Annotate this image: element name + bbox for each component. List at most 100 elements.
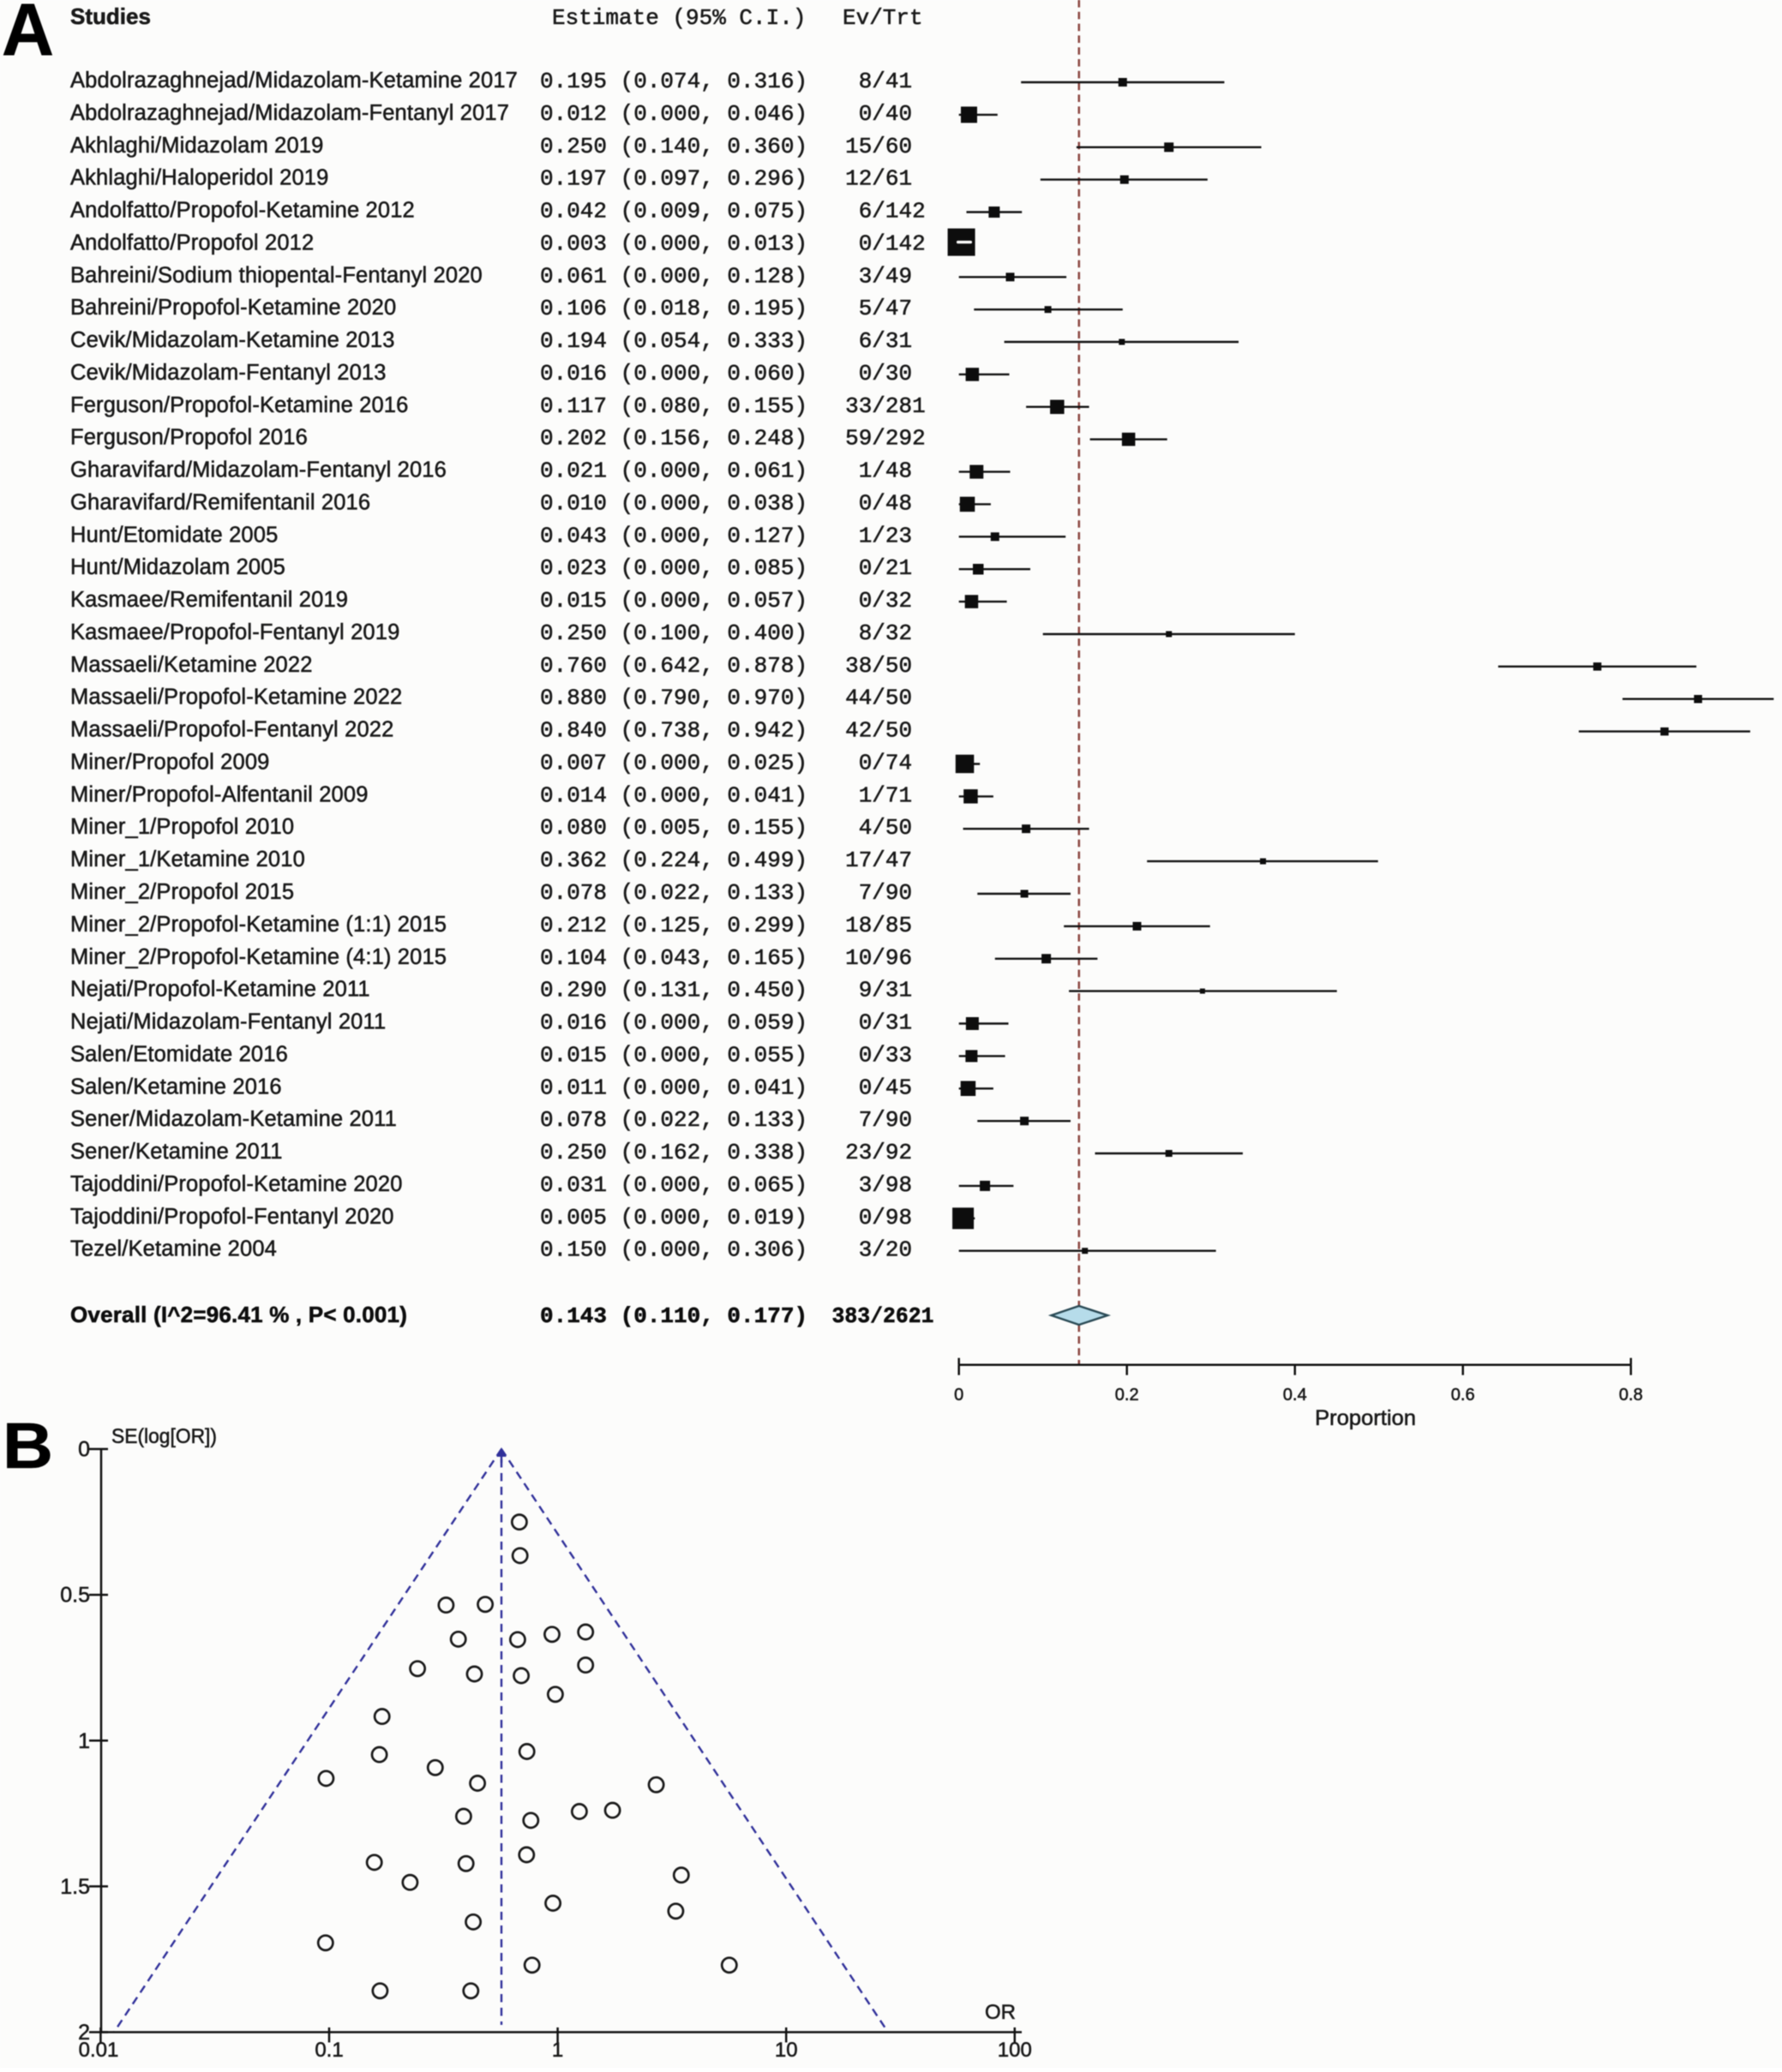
svg-text:Ev/Trt: Ev/Trt bbox=[843, 5, 923, 31]
svg-text:Andolfatto/Propofol 2012: Andolfatto/Propofol 2012 bbox=[70, 231, 314, 255]
svg-text:0/33: 0/33 bbox=[832, 1042, 913, 1068]
svg-text:Nejati/Midazolam-Fentanyl 2011: Nejati/Midazolam-Fentanyl 2011 bbox=[70, 1010, 386, 1034]
svg-text:0.078 (0.022, 0.133): 0.078 (0.022, 0.133) bbox=[540, 880, 807, 906]
svg-text:A: A bbox=[2, 0, 54, 71]
svg-text:SE(log[OR]): SE(log[OR]) bbox=[111, 1425, 217, 1448]
svg-text:1: 1 bbox=[78, 1729, 90, 1753]
svg-text:1.5: 1.5 bbox=[60, 1875, 90, 1899]
svg-text:0.005 (0.000, 0.019): 0.005 (0.000, 0.019) bbox=[540, 1205, 807, 1231]
svg-text:0/21: 0/21 bbox=[832, 555, 913, 581]
svg-text:59/292: 59/292 bbox=[832, 426, 926, 452]
svg-text:Kasmaee/Propofol-Fentanyl 2019: Kasmaee/Propofol-Fentanyl 2019 bbox=[70, 620, 399, 644]
svg-text:0/48: 0/48 bbox=[832, 490, 913, 516]
svg-text:100: 100 bbox=[998, 2039, 1032, 2062]
svg-text:0.194 (0.054, 0.333): 0.194 (0.054, 0.333) bbox=[540, 328, 807, 354]
svg-text:0.290 (0.131, 0.450): 0.290 (0.131, 0.450) bbox=[540, 978, 807, 1003]
svg-text:Miner_2/Propofol-Ketamine (1:1: Miner_2/Propofol-Ketamine (1:1) 2015 bbox=[70, 913, 447, 937]
svg-text:Sener/Ketamine 2011: Sener/Ketamine 2011 bbox=[70, 1140, 283, 1164]
svg-text:Salen/Ketamine 2016: Salen/Ketamine 2016 bbox=[70, 1075, 282, 1099]
svg-text:0.5: 0.5 bbox=[60, 1584, 90, 1608]
svg-text:Tajoddini/Propofol-Ketamine 20: Tajoddini/Propofol-Ketamine 2020 bbox=[70, 1172, 403, 1196]
svg-text:0.014 (0.000, 0.041): 0.014 (0.000, 0.041) bbox=[540, 782, 807, 808]
svg-text:Bahreini/Propofol-Ketamine 202: Bahreini/Propofol-Ketamine 2020 bbox=[70, 296, 396, 320]
svg-text:0.016 (0.000, 0.060): 0.016 (0.000, 0.060) bbox=[540, 361, 807, 386]
svg-text:9/31: 9/31 bbox=[832, 978, 913, 1003]
svg-text:0/32: 0/32 bbox=[832, 588, 913, 614]
svg-text:1: 1 bbox=[552, 2039, 563, 2062]
svg-text:Akhlaghi/Midazolam 2019: Akhlaghi/Midazolam 2019 bbox=[70, 134, 323, 158]
svg-text:0.202 (0.156, 0.248): 0.202 (0.156, 0.248) bbox=[540, 426, 807, 452]
svg-text:0.007 (0.000, 0.025): 0.007 (0.000, 0.025) bbox=[540, 751, 807, 776]
svg-text:0.880 (0.790, 0.970): 0.880 (0.790, 0.970) bbox=[540, 686, 807, 711]
svg-text:0/45: 0/45 bbox=[832, 1075, 913, 1100]
svg-text:0/98: 0/98 bbox=[832, 1205, 913, 1231]
svg-text:0.01: 0.01 bbox=[79, 2039, 119, 2062]
svg-text:383/2621: 383/2621 bbox=[832, 1303, 934, 1329]
svg-text:0.250 (0.100, 0.400): 0.250 (0.100, 0.400) bbox=[540, 620, 807, 646]
svg-text:Cevik/Midazolam-Ketamine 2013: Cevik/Midazolam-Ketamine 2013 bbox=[70, 328, 395, 352]
svg-text:0.015 (0.000, 0.057): 0.015 (0.000, 0.057) bbox=[540, 588, 807, 614]
svg-text:1/48: 1/48 bbox=[832, 458, 913, 484]
svg-text:4/50: 4/50 bbox=[832, 815, 913, 841]
svg-text:6/142: 6/142 bbox=[832, 199, 926, 225]
svg-text:Bahreini/Sodium thiopental-Fen: Bahreini/Sodium thiopental-Fentanyl 2020 bbox=[70, 263, 483, 287]
svg-text:0.104 (0.043, 0.165): 0.104 (0.043, 0.165) bbox=[540, 945, 807, 971]
svg-text:B: B bbox=[3, 1410, 53, 1482]
svg-text:3/49: 3/49 bbox=[832, 263, 913, 289]
svg-text:0.042 (0.009, 0.075): 0.042 (0.009, 0.075) bbox=[540, 199, 807, 225]
svg-text:3/98: 3/98 bbox=[832, 1172, 913, 1198]
svg-text:42/50: 42/50 bbox=[832, 718, 913, 744]
svg-text:1/23: 1/23 bbox=[832, 523, 913, 548]
svg-text:2: 2 bbox=[78, 2021, 90, 2045]
svg-text:Massaeli/Ketamine 2022: Massaeli/Ketamine 2022 bbox=[70, 653, 313, 677]
svg-text:18/85: 18/85 bbox=[832, 913, 913, 938]
svg-text:Abdolrazaghnejad/Midazolam-Ket: Abdolrazaghnejad/Midazolam-Ketamine 2017 bbox=[70, 69, 518, 93]
svg-text:0.4: 0.4 bbox=[1283, 1386, 1307, 1404]
svg-text:Abdolrazaghnejad/Midazolam-Fen: Abdolrazaghnejad/Midazolam-Fentanyl 2017 bbox=[70, 101, 509, 125]
svg-text:Gharavifard/Midazolam-Fentanyl: Gharavifard/Midazolam-Fentanyl 2016 bbox=[70, 458, 447, 482]
svg-text:0.8: 0.8 bbox=[1619, 1386, 1643, 1404]
svg-text:Ferguson/Propofol 2016: Ferguson/Propofol 2016 bbox=[70, 426, 308, 450]
svg-text:0.840 (0.738, 0.942): 0.840 (0.738, 0.942) bbox=[540, 718, 807, 744]
svg-text:Overall (I^2=96.41 % , P< 0.00: Overall (I^2=96.41 % , P< 0.001) bbox=[70, 1302, 407, 1327]
svg-text:Salen/Etomidate 2016: Salen/Etomidate 2016 bbox=[70, 1042, 288, 1066]
svg-text:Miner_1/Propofol 2010: Miner_1/Propofol 2010 bbox=[70, 815, 294, 839]
svg-text:Miner/Propofol 2009: Miner/Propofol 2009 bbox=[70, 751, 270, 775]
svg-text:23/92: 23/92 bbox=[832, 1140, 913, 1165]
svg-text:0: 0 bbox=[78, 1438, 90, 1462]
svg-text:5/47: 5/47 bbox=[832, 296, 913, 321]
svg-text:0.080 (0.005, 0.155): 0.080 (0.005, 0.155) bbox=[540, 815, 807, 841]
svg-text:0.016 (0.000, 0.059): 0.016 (0.000, 0.059) bbox=[540, 1010, 807, 1036]
svg-text:0.106 (0.018, 0.195): 0.106 (0.018, 0.195) bbox=[540, 296, 807, 321]
svg-text:0.143 (0.110, 0.177): 0.143 (0.110, 0.177) bbox=[540, 1303, 807, 1329]
svg-text:0.197 (0.097, 0.296): 0.197 (0.097, 0.296) bbox=[540, 166, 807, 192]
svg-text:0.031 (0.000, 0.065): 0.031 (0.000, 0.065) bbox=[540, 1172, 807, 1198]
svg-text:0.078 (0.022, 0.133): 0.078 (0.022, 0.133) bbox=[540, 1107, 807, 1133]
svg-text:Miner_1/Ketamine 2010: Miner_1/Ketamine 2010 bbox=[70, 847, 305, 871]
svg-text:15/60: 15/60 bbox=[832, 134, 913, 159]
svg-text:Cevik/Midazolam-Fentanyl 2013: Cevik/Midazolam-Fentanyl 2013 bbox=[70, 361, 387, 385]
svg-text:Nejati/Propofol-Ketamine 2011: Nejati/Propofol-Ketamine 2011 bbox=[70, 978, 370, 1002]
svg-text:0.212 (0.125, 0.299): 0.212 (0.125, 0.299) bbox=[540, 913, 807, 938]
svg-text:3/20: 3/20 bbox=[832, 1237, 913, 1263]
svg-text:10: 10 bbox=[775, 2039, 798, 2062]
svg-text:0: 0 bbox=[954, 1386, 963, 1404]
svg-text:8/41: 8/41 bbox=[832, 69, 913, 94]
svg-text:0.023 (0.000, 0.085): 0.023 (0.000, 0.085) bbox=[540, 555, 807, 581]
svg-text:Sener/Midazolam-Ketamine 2011: Sener/Midazolam-Ketamine 2011 bbox=[70, 1107, 397, 1131]
svg-text:7/90: 7/90 bbox=[832, 1107, 913, 1133]
svg-text:Miner_2/Propofol-Ketamine (4:1: Miner_2/Propofol-Ketamine (4:1) 2015 bbox=[70, 945, 447, 969]
svg-text:0.061 (0.000, 0.128): 0.061 (0.000, 0.128) bbox=[540, 263, 807, 289]
svg-text:Akhlaghi/Haloperidol 2019: Akhlaghi/Haloperidol 2019 bbox=[70, 166, 328, 190]
svg-text:0.150 (0.000, 0.306): 0.150 (0.000, 0.306) bbox=[540, 1237, 807, 1263]
svg-text:Studies: Studies bbox=[70, 3, 151, 29]
svg-text:0/142: 0/142 bbox=[832, 231, 926, 256]
svg-text:12/61: 12/61 bbox=[832, 166, 913, 192]
svg-text:Kasmaee/Remifentanil 2019: Kasmaee/Remifentanil 2019 bbox=[70, 588, 348, 612]
svg-text:Massaeli/Propofol-Fentanyl 202: Massaeli/Propofol-Fentanyl 2022 bbox=[70, 718, 393, 742]
svg-text:6/31: 6/31 bbox=[832, 328, 913, 354]
svg-text:0/30: 0/30 bbox=[832, 361, 913, 386]
svg-text:0/74: 0/74 bbox=[832, 751, 913, 776]
svg-text:Estimate (95% C.I.): Estimate (95% C.I.) bbox=[552, 5, 806, 31]
svg-text:0.010 (0.000, 0.038): 0.010 (0.000, 0.038) bbox=[540, 490, 807, 516]
